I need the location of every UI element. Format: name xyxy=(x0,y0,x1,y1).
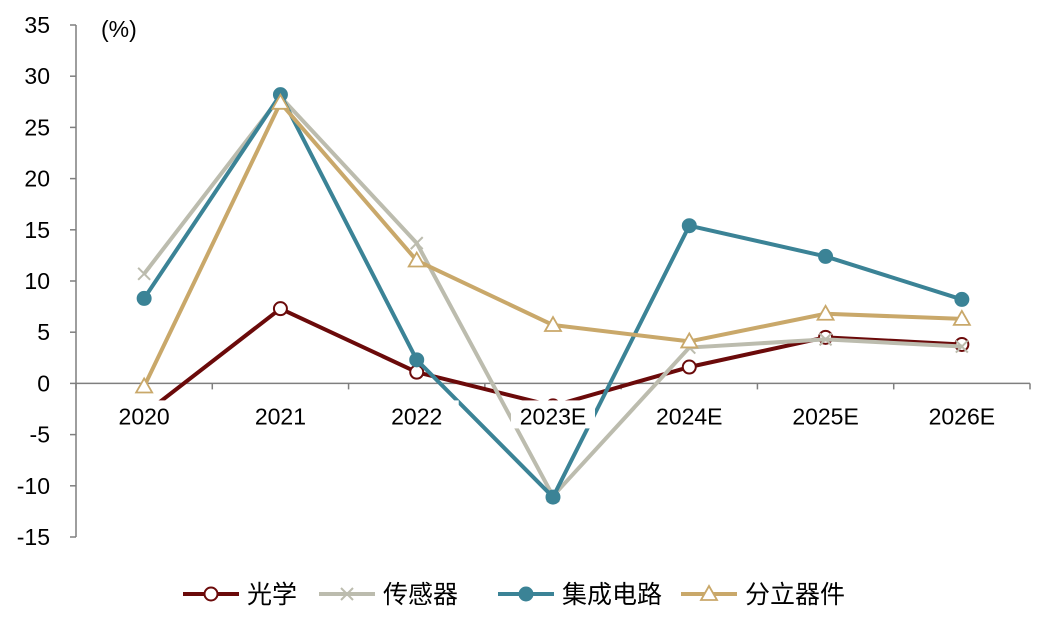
unit-label: (%) xyxy=(101,16,137,42)
x-tick-label-bg xyxy=(238,400,323,429)
legend-marker xyxy=(203,586,219,602)
data-point xyxy=(272,301,288,317)
x-tick-label-bg xyxy=(511,400,595,429)
x-tick-label-bg xyxy=(783,400,868,429)
data-point xyxy=(818,329,834,345)
series-layer xyxy=(134,87,972,505)
data-point xyxy=(407,250,427,268)
data-point xyxy=(545,489,561,505)
x-tick-label-bg xyxy=(919,400,1004,429)
legend-item: 分立器件 xyxy=(681,581,845,609)
x-tick-label-bg xyxy=(374,400,459,429)
data-point xyxy=(954,291,970,307)
legend-item: 传感器 xyxy=(319,581,458,609)
data-point xyxy=(410,236,424,250)
y-tick-label: 0 xyxy=(37,370,50,396)
series-line xyxy=(142,100,962,388)
y-tick-label: 25 xyxy=(24,114,50,140)
legend-marker xyxy=(518,586,534,602)
series-2 xyxy=(136,87,970,505)
y-axis: 35 30 25 20 15 10 5 0 -5 -10 -15 xyxy=(17,12,77,550)
y-tick-label: 15 xyxy=(24,217,50,243)
data-point xyxy=(818,248,834,264)
data-point xyxy=(681,359,697,375)
x-tick-label-bg xyxy=(102,400,187,429)
data-point xyxy=(818,332,833,347)
legend-marker xyxy=(699,584,719,601)
data-point xyxy=(136,290,152,306)
x-tick-label: 2023E xyxy=(520,403,587,429)
data-point xyxy=(952,309,972,326)
data-point xyxy=(137,267,151,281)
y-tick-label: 20 xyxy=(24,166,50,192)
data-point xyxy=(681,218,697,234)
y-tick-label: 35 xyxy=(24,12,50,38)
x-tick-label: 2022 xyxy=(391,403,442,429)
legend: 光学 传感器 集成电路 分立器件 xyxy=(183,581,845,609)
series-line xyxy=(142,92,963,500)
x-tick-label: 2020 xyxy=(119,403,170,429)
legend-label: 光学 xyxy=(247,581,297,609)
x-tick-label: 2026E xyxy=(929,403,996,429)
y-tick-label: 5 xyxy=(37,319,50,345)
legend-label: 分立器件 xyxy=(745,581,845,609)
y-tick-label: -15 xyxy=(17,524,50,550)
series-3 xyxy=(134,93,972,394)
legend-item: 光学 xyxy=(183,581,297,609)
x-tick-label: 2025E xyxy=(792,403,859,429)
y-tick-label: 10 xyxy=(24,268,50,294)
data-point xyxy=(270,93,290,110)
data-point xyxy=(409,364,425,380)
series-1 xyxy=(137,89,969,503)
y-tick-label: -10 xyxy=(17,473,50,499)
legend-label: 集成电路 xyxy=(562,581,662,609)
y-tick-label: -5 xyxy=(30,422,50,448)
legend-item: 集成电路 xyxy=(498,581,662,609)
data-point xyxy=(816,303,836,321)
data-point xyxy=(134,376,154,394)
data-point xyxy=(679,331,699,349)
x-axis xyxy=(75,382,1031,390)
data-point xyxy=(409,352,425,368)
x-tick-label: 2021 xyxy=(255,403,306,429)
x-tick-label-bg xyxy=(647,400,732,429)
data-point xyxy=(543,315,563,332)
legend-label: 传感器 xyxy=(383,581,458,609)
x-tick-label: 2024E xyxy=(656,403,723,429)
y-tick-label: 30 xyxy=(24,63,50,89)
data-point xyxy=(955,339,969,354)
legend-marker xyxy=(340,587,354,601)
series-line xyxy=(142,94,962,499)
